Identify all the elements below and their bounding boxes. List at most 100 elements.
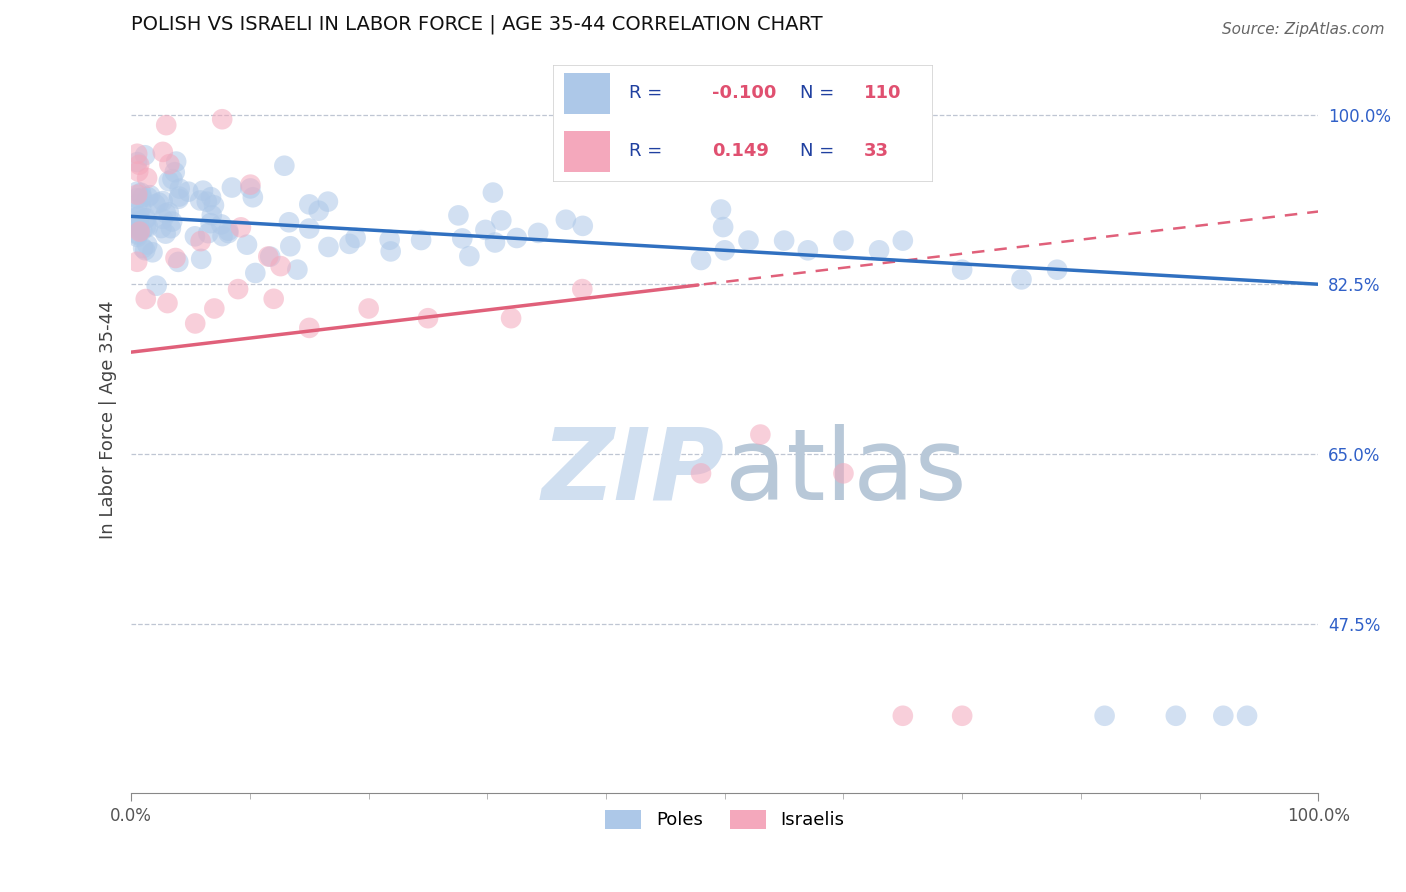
Point: [160, 221, 183, 235]
Point: [152, 145, 174, 159]
Point: [451, 231, 474, 245]
Point: [128, 225, 150, 239]
Point: [242, 190, 264, 204]
Point: [1094, 708, 1116, 723]
Point: [127, 210, 149, 224]
Point: [308, 203, 330, 218]
Point: [127, 146, 149, 161]
Point: [491, 213, 513, 227]
Point: [209, 218, 232, 232]
Point: [136, 171, 159, 186]
Point: [229, 220, 252, 235]
Point: [201, 208, 224, 222]
Point: [127, 227, 149, 241]
Point: [139, 188, 162, 202]
Point: [1236, 708, 1258, 723]
Point: [217, 224, 239, 238]
Point: [163, 165, 186, 179]
Point: [167, 192, 190, 206]
Point: [136, 219, 159, 234]
Point: [868, 244, 890, 258]
Point: [501, 311, 523, 326]
Point: [129, 186, 152, 200]
Point: [157, 174, 180, 188]
Point: [239, 181, 262, 195]
Point: [160, 214, 183, 228]
Point: [554, 212, 576, 227]
Point: [690, 252, 713, 267]
Point: [128, 209, 150, 223]
Text: ZIP: ZIP: [541, 424, 724, 521]
Point: [1212, 708, 1234, 723]
Point: [482, 186, 505, 200]
Text: POLISH VS ISRAELI IN LABOR FORCE | AGE 35-44 CORRELATION CHART: POLISH VS ISRAELI IN LABOR FORCE | AGE 3…: [131, 15, 823, 35]
Point: [226, 282, 249, 296]
Point: [411, 233, 433, 247]
Point: [134, 148, 156, 162]
Point: [950, 708, 973, 723]
Point: [221, 180, 243, 194]
Point: [127, 155, 149, 169]
Point: [127, 191, 149, 205]
Point: [155, 118, 177, 132]
Point: [165, 251, 187, 265]
Point: [156, 296, 179, 310]
Point: [129, 201, 152, 215]
Point: [155, 206, 177, 220]
Point: [891, 708, 914, 723]
Point: [571, 219, 593, 233]
Point: [127, 187, 149, 202]
Point: [832, 467, 855, 481]
Text: atlas: atlas: [724, 424, 966, 521]
Point: [135, 211, 157, 226]
Point: [167, 189, 190, 203]
Point: [245, 266, 267, 280]
Point: [1046, 262, 1069, 277]
Point: [190, 234, 212, 248]
Point: [298, 321, 321, 335]
Point: [190, 252, 212, 266]
Point: [141, 245, 163, 260]
Point: [150, 221, 173, 235]
Point: [380, 244, 402, 259]
Point: [484, 235, 506, 250]
Point: [257, 250, 280, 264]
Point: [200, 190, 222, 204]
Point: [145, 278, 167, 293]
Point: [278, 239, 301, 253]
Point: [416, 311, 439, 326]
Point: [202, 198, 225, 212]
Point: [127, 230, 149, 244]
Point: [136, 190, 159, 204]
Point: [318, 240, 340, 254]
Point: [316, 194, 339, 209]
Legend: Poles, Israelis: Poles, Israelis: [598, 803, 852, 837]
Point: [273, 159, 295, 173]
Point: [710, 202, 733, 217]
Point: [950, 262, 973, 277]
Point: [132, 241, 155, 255]
Point: [690, 467, 713, 481]
Point: [891, 234, 914, 248]
Point: [135, 219, 157, 234]
Point: [155, 227, 177, 241]
Point: [188, 194, 211, 208]
Point: [184, 317, 207, 331]
Point: [344, 231, 367, 245]
Point: [134, 211, 156, 226]
Point: [832, 234, 855, 248]
Point: [239, 178, 262, 192]
Point: [458, 249, 481, 263]
Point: [127, 254, 149, 268]
Point: [217, 226, 239, 240]
Point: [1164, 708, 1187, 723]
Point: [447, 208, 470, 222]
Point: [378, 233, 401, 247]
Point: [298, 221, 321, 235]
Point: [128, 158, 150, 172]
Point: [773, 234, 796, 248]
Point: [127, 185, 149, 199]
Point: [135, 292, 157, 306]
Point: [298, 197, 321, 211]
Point: [167, 255, 190, 269]
